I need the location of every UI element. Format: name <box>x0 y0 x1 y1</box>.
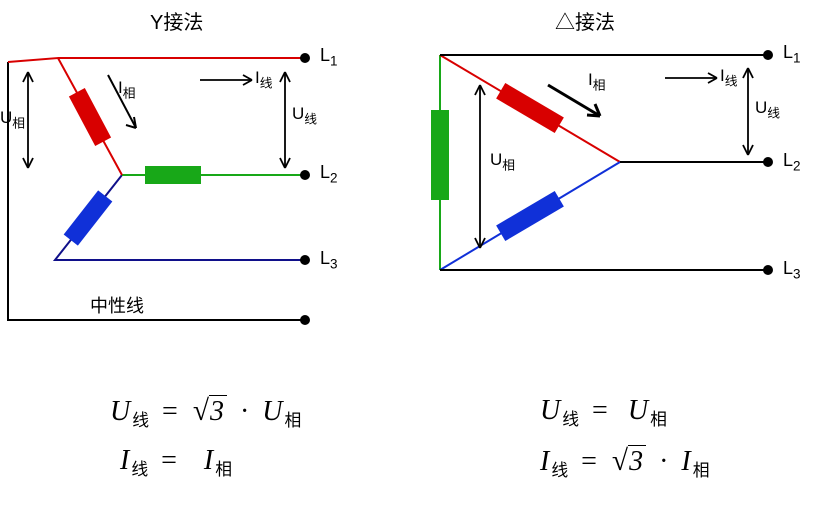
delta-connection-diagram <box>420 0 830 330</box>
d-Uphase: U相 <box>490 150 515 173</box>
d-formula-I: I线 = √3 · I相 <box>540 445 710 481</box>
y-connection-diagram <box>0 0 410 360</box>
d-Iphase: I相 <box>588 70 605 93</box>
diagram-canvas: Y接法 L1 L2 L3 U相 I相 I线 U线 中性线 U线 = √3 · U… <box>0 0 830 521</box>
y-Iphase: I相 <box>118 78 135 101</box>
d-L1: L1 <box>783 42 801 66</box>
y-title: Y接法 <box>150 6 203 35</box>
neutral-label: 中性线 <box>90 292 144 318</box>
y-L3: L3 <box>320 248 338 272</box>
y-Uphase: U相 <box>0 108 25 131</box>
d-Uline: U线 <box>755 98 780 121</box>
y-Uline: U线 <box>292 104 317 127</box>
delta-title: △接法 <box>555 6 615 35</box>
y-Iline: I线 <box>255 68 272 91</box>
d-formula-U: U线 = U相 <box>540 395 667 430</box>
y-L2: L2 <box>320 162 338 186</box>
d-Iline: I线 <box>720 66 737 89</box>
y-formula-I: I线 = I相 <box>120 445 232 480</box>
y-L1: L1 <box>320 45 338 69</box>
d-L3: L3 <box>783 258 801 282</box>
y-formula-U: U线 = √3 · U相 <box>110 395 301 431</box>
d-L2: L2 <box>783 150 801 174</box>
